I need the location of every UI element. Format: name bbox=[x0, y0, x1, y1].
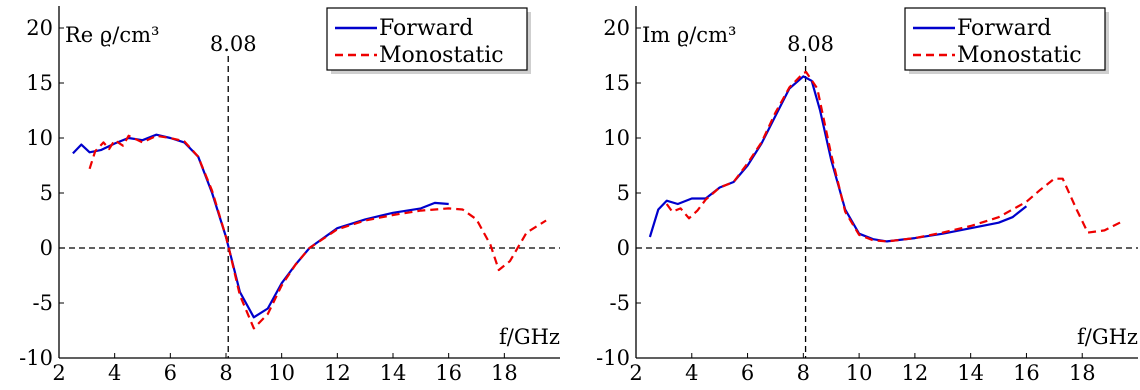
x-tick-label: 10 bbox=[846, 361, 873, 385]
series-line-monostatic bbox=[665, 70, 1125, 243]
y-tick-label: 5 bbox=[617, 181, 630, 205]
x-tick-label: 8 bbox=[797, 361, 810, 385]
x-axis-label: f/GHz bbox=[1077, 325, 1138, 349]
y-tick-label: 20 bbox=[26, 16, 53, 40]
y-tick-label: 0 bbox=[40, 236, 53, 260]
x-tick-label: 16 bbox=[1013, 361, 1040, 385]
y-tick-label: -10 bbox=[19, 346, 53, 370]
y-axis-label: Im ϱ/cm³ bbox=[642, 23, 736, 47]
panel-real: -10 -5 0 5 10 15 20 2 4 6 8 10 12 14 16 18 8.08 Re ϱ/cm³ f… bbox=[19, 6, 560, 385]
y-tick-label: 15 bbox=[603, 71, 630, 95]
series-line-forward bbox=[72, 133, 449, 319]
x-tick-label: 2 bbox=[629, 361, 642, 385]
x-tick-label: 4 bbox=[108, 361, 121, 385]
series-line-monostatic bbox=[88, 134, 547, 330]
x-tick-label: 6 bbox=[741, 361, 754, 385]
y-tick-label: 20 bbox=[603, 16, 630, 40]
x-tick-label: 18 bbox=[1069, 361, 1096, 385]
x-tick-label: 2 bbox=[52, 361, 65, 385]
y-tick-label: 15 bbox=[26, 71, 53, 95]
x-tick-label: 16 bbox=[435, 361, 462, 385]
y-tick-label: 0 bbox=[617, 236, 630, 260]
x-tick-label: 6 bbox=[164, 361, 177, 385]
legend-box bbox=[904, 7, 1106, 71]
y-axis-label: Re ϱ/cm³ bbox=[65, 23, 159, 47]
legend-box bbox=[326, 7, 528, 71]
x-tick-label: 10 bbox=[268, 361, 295, 385]
legend-label-forward: Forward bbox=[957, 16, 1051, 41]
x-tick-label: 12 bbox=[902, 361, 929, 385]
legend-label-forward: Forward bbox=[379, 16, 473, 41]
x-tick-label: 8 bbox=[219, 361, 232, 385]
y-tick-label: -5 bbox=[33, 291, 53, 315]
x-axis-label: f/GHz bbox=[499, 325, 560, 349]
y-tick-label: 10 bbox=[26, 126, 53, 150]
legend-label-monostatic: Monostatic bbox=[957, 43, 1082, 68]
x-tick-label: 12 bbox=[324, 361, 351, 385]
resonance-label: 8.08 bbox=[787, 32, 834, 56]
y-tick-label: 5 bbox=[40, 181, 53, 205]
y-tick-label: -5 bbox=[610, 291, 630, 315]
resonance-label: 8.08 bbox=[210, 32, 257, 56]
x-tick-label: 14 bbox=[380, 361, 407, 385]
y-tick-label: -10 bbox=[596, 346, 630, 370]
panel-imag: -10 -5 0 5 10 15 20 2 4 6 8 10 12 14 16 18 8.08 Im ϱ/cm³ f… bbox=[596, 6, 1138, 385]
legend-label-monostatic: Monostatic bbox=[379, 43, 504, 68]
series-line-forward bbox=[648, 75, 1028, 243]
y-tick-label: 10 bbox=[603, 126, 630, 150]
x-tick-label: 4 bbox=[685, 361, 698, 385]
x-tick-label: 18 bbox=[491, 361, 518, 385]
x-tick-label: 14 bbox=[957, 361, 984, 385]
